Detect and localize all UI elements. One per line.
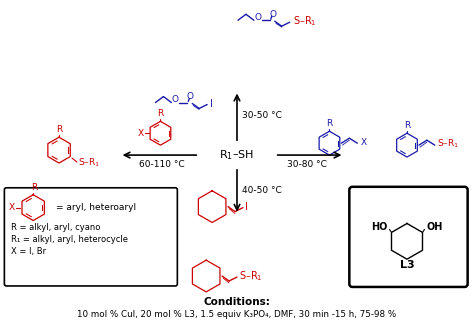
Text: R = alkyl, aryl, cyano: R = alkyl, aryl, cyano [11,223,100,232]
Text: OH: OH [427,222,443,233]
Text: S–R$_1$: S–R$_1$ [437,138,459,151]
Text: R: R [56,125,62,134]
FancyBboxPatch shape [349,187,468,287]
Text: HO: HO [371,222,388,233]
Text: O: O [255,13,261,22]
Text: L3: L3 [400,260,414,270]
Text: = aryl, heteroaryl: = aryl, heteroaryl [56,203,136,212]
Text: O: O [172,95,179,104]
Text: X: X [9,203,15,212]
Text: 30-80 °C: 30-80 °C [287,160,327,170]
Text: S–R$_1$: S–R$_1$ [78,157,100,169]
Text: 40-50 °C: 40-50 °C [242,186,282,195]
Text: Conditions:: Conditions: [203,297,271,307]
Text: I: I [245,202,248,212]
Text: R₁ = alkyl, aryl, heterocycle: R₁ = alkyl, aryl, heterocycle [11,235,128,244]
Text: X: X [137,129,144,138]
Text: O: O [187,92,194,101]
Text: S–R$_1$: S–R$_1$ [239,269,263,283]
Text: S–R$_1$: S–R$_1$ [292,14,316,28]
Text: R: R [31,183,37,192]
Text: O: O [269,10,276,19]
Text: R: R [157,110,164,118]
Text: I: I [210,98,213,109]
Text: 30-50 °C: 30-50 °C [242,111,282,120]
Text: X = I, Br: X = I, Br [11,247,46,256]
Text: 10 mol % CuI, 20 mol % L3, 1.5 equiv K₃PO₄, DMF, 30 min -15 h, 75-98 %: 10 mol % CuI, 20 mol % L3, 1.5 equiv K₃P… [77,310,397,319]
Text: R$_1$–SH: R$_1$–SH [219,148,255,162]
FancyBboxPatch shape [4,188,177,286]
Text: R: R [326,119,333,128]
Text: R: R [404,121,410,130]
Text: 60-110 °C: 60-110 °C [138,160,184,170]
Text: X: X [360,138,366,147]
